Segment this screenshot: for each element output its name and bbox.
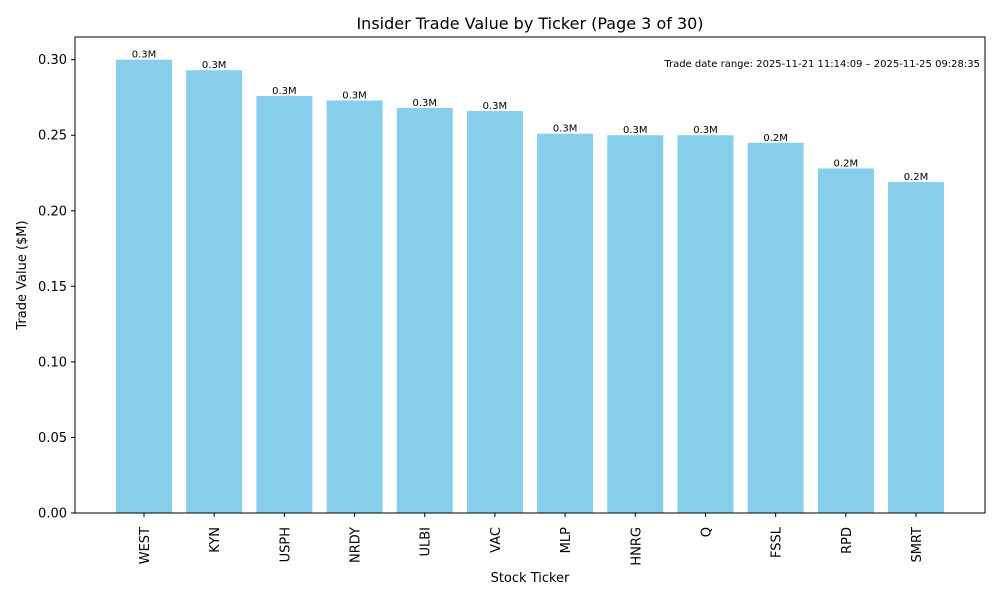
data-label-hnrg: 0.3M xyxy=(623,125,648,136)
x-tick-label-q: Q xyxy=(699,527,714,537)
bar-vac xyxy=(466,111,523,514)
data-label-ulbi: 0.3M xyxy=(412,98,437,109)
annotation-box: Trade date range: 2025-11-21 11:14:09 – … xyxy=(663,59,980,70)
y-tick-label-0-25: 0.25 xyxy=(38,129,67,144)
data-label-fssl: 0.2M xyxy=(763,133,788,144)
data-label-smrt: 0.2M xyxy=(904,172,929,183)
data-label-vac: 0.3M xyxy=(483,101,508,112)
x-tick-label-mlp: MLP xyxy=(559,527,574,553)
bar-rpd xyxy=(817,168,874,513)
x-tick-label-vac: VAC xyxy=(489,527,504,553)
y-tick-label-0-15: 0.15 xyxy=(38,280,67,295)
bar-smrt xyxy=(888,182,944,514)
data-label-usph: 0.3M xyxy=(272,86,297,97)
x-tick-label-rpd: RPD xyxy=(840,527,855,554)
bar-fssl xyxy=(747,142,804,513)
x-tick-label-ulbi: ULBI xyxy=(419,527,434,557)
y-axis-label: Trade Value ($M) xyxy=(15,220,30,330)
y-tick-label-0-30: 0.30 xyxy=(38,53,67,68)
y-tick-label-0-20: 0.20 xyxy=(38,204,67,219)
x-tick-label-usph: USPH xyxy=(278,527,293,562)
x-tick-label-nrdy: NRDY xyxy=(349,527,364,563)
bar-nrdy xyxy=(326,100,383,513)
bar-usph xyxy=(256,95,313,513)
bar-hnrg xyxy=(607,135,664,513)
data-label-west: 0.3M xyxy=(132,50,157,61)
x-axis-label: Stock Ticker xyxy=(491,571,570,586)
x-tick-label-fssl: FSSL xyxy=(770,526,785,558)
data-label-rpd: 0.2M xyxy=(834,158,859,169)
data-label-q: 0.3M xyxy=(693,125,718,136)
ticks-group: WEST KYN USPH NRDY ULBI VAC MLP HNRG Q FSSL RPD SMR… xyxy=(38,53,925,565)
data-label-mlp: 0.3M xyxy=(553,124,578,135)
plot-frame xyxy=(74,36,986,514)
x-tick-label-kyn: KYN xyxy=(208,527,223,553)
chart-title: Insider Trade Value by Ticker (Page 3 of… xyxy=(356,14,703,33)
bar-kyn xyxy=(186,70,243,513)
trade-date-range-annotation: Trade date range: 2025-11-21 11:14:09 – … xyxy=(663,59,980,70)
bar-q xyxy=(677,135,734,513)
bar-mlp xyxy=(537,133,594,513)
x-tick-label-west: WEST xyxy=(138,527,153,564)
bars-group: 0.3M 0.3M 0.3M 0.3M 0.3M 0.3M 0.3M 0.3M 0.3M 0.2M… xyxy=(116,50,944,514)
y-tick-label-0-05: 0.05 xyxy=(38,431,67,446)
bar-west xyxy=(116,59,172,514)
bar-ulbi xyxy=(396,108,453,514)
y-tick-label-0-00: 0.00 xyxy=(38,507,67,522)
data-label-kyn: 0.3M xyxy=(202,60,227,71)
y-tick-label-0-10: 0.10 xyxy=(38,355,67,370)
data-label-nrdy: 0.3M xyxy=(342,90,367,101)
x-tick-label-smrt: SMRT xyxy=(910,527,925,563)
x-tick-label-hnrg: HNRG xyxy=(629,527,644,566)
